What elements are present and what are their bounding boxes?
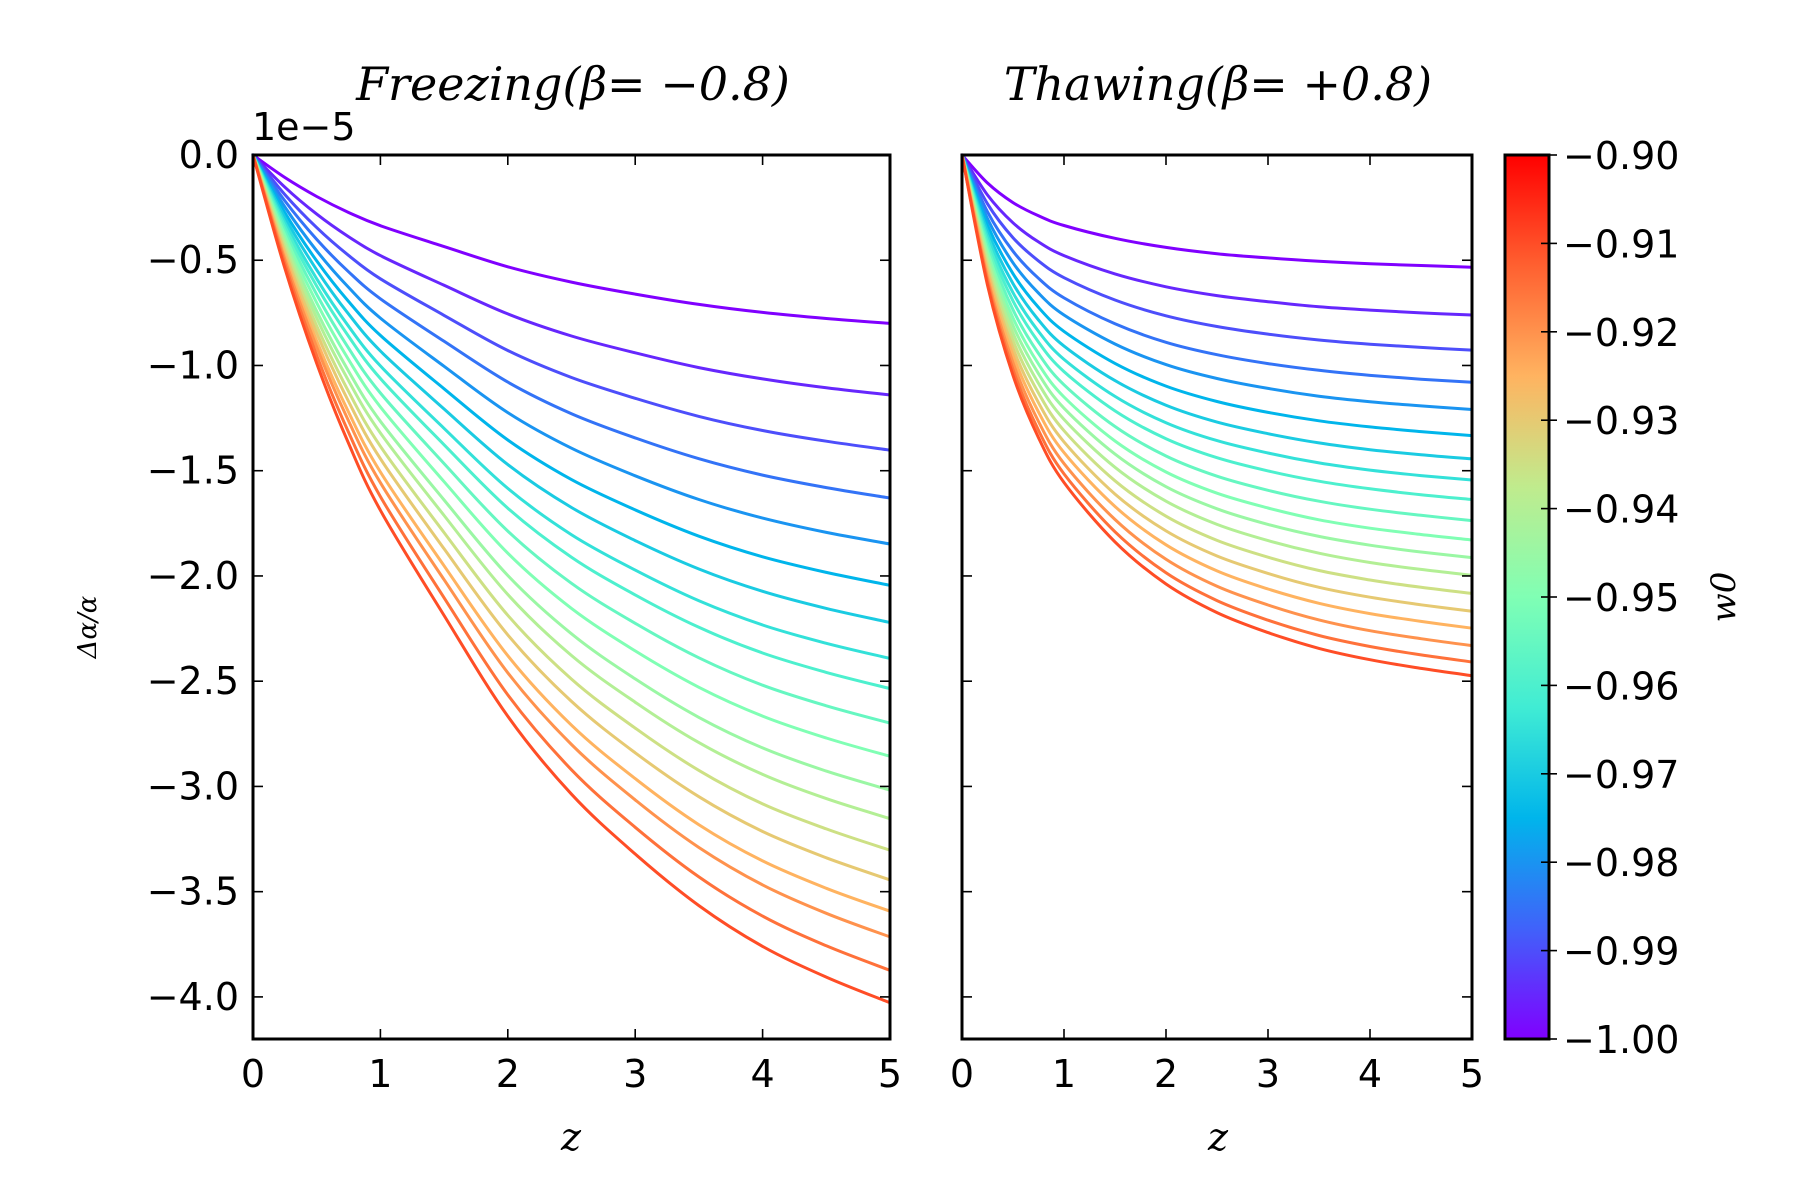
left-series-line xyxy=(251,153,892,397)
colorbar-ticks: −0.90 −0.91 −0.92 −0.93 −0.94 −0.95 −0.96 −0.97… xyxy=(1541,134,1679,1062)
right-series-line xyxy=(960,153,1474,269)
y-tick-label: 0.0 xyxy=(179,133,239,177)
right-series-line xyxy=(960,153,1474,482)
left-series-line xyxy=(251,153,892,546)
left-series-line xyxy=(251,153,892,325)
left-y-ticks: 0.0 −0.5 −1.0 −1.5 −2.0 −2.5 −3.0 −3.5 −4.0 xyxy=(147,133,890,1019)
left-x-tick-label: 3 xyxy=(623,1052,647,1096)
left-panel: Freezing(β= −0.8) 1e−5 0 1 2 3 4 5 0.0 −0.5 −1.… xyxy=(73,57,902,1159)
right-plot-frame xyxy=(960,153,1474,1041)
left-series-line xyxy=(251,153,892,660)
right-series-line xyxy=(960,153,1474,630)
colorbar-tick-label: −0.92 xyxy=(1563,311,1679,355)
y-axis-label: Δα/α xyxy=(73,595,103,659)
y-tick-label: −2.5 xyxy=(147,659,239,703)
colorbar-tick-label: −0.91 xyxy=(1563,222,1679,266)
left-series-line xyxy=(251,153,892,758)
right-curves xyxy=(960,153,1474,678)
colorbar-label: w0 xyxy=(1704,572,1744,623)
left-plot-frame xyxy=(251,153,892,1041)
left-series-line xyxy=(251,153,892,821)
left-series-line xyxy=(251,153,892,852)
left-x-tick-label: 5 xyxy=(878,1052,902,1096)
y-tick-label: −1.5 xyxy=(147,449,239,493)
y-axis-label-text: Δα/α xyxy=(73,595,103,659)
y-offset-text: 1e−5 xyxy=(252,105,356,149)
right-x-ticks: 0 1 2 3 4 5 xyxy=(950,155,1484,1096)
right-x-tick-label: 1 xyxy=(1052,1052,1076,1096)
left-title: Freezing(β= −0.8) xyxy=(355,57,790,111)
left-series-line xyxy=(251,153,892,725)
right-series-line xyxy=(960,153,1474,595)
colorbar-tick-label: −0.99 xyxy=(1563,930,1679,974)
left-x-tick-label: 4 xyxy=(751,1052,775,1096)
right-series-line xyxy=(960,153,1474,317)
right-series-line xyxy=(960,153,1474,613)
left-series-line xyxy=(251,153,892,972)
right-series-line xyxy=(960,153,1474,438)
right-series-line xyxy=(960,153,1474,542)
right-series-line xyxy=(960,153,1474,577)
right-series-line xyxy=(960,153,1474,411)
right-x-tick-label: 5 xyxy=(1460,1052,1484,1096)
right-x-tick-label: 3 xyxy=(1256,1052,1280,1096)
left-series-line xyxy=(251,153,892,913)
colorbar-tick-label: −0.94 xyxy=(1563,488,1679,532)
left-series-line xyxy=(251,153,892,1005)
right-series-line xyxy=(960,153,1474,461)
left-series-line xyxy=(251,153,892,691)
left-series-line xyxy=(251,153,892,500)
y-tick-label: −2.0 xyxy=(147,554,239,598)
left-series-line xyxy=(251,153,892,624)
colorbar-tick-label: −0.98 xyxy=(1563,841,1679,885)
right-series-line xyxy=(960,153,1474,560)
colorbar-tick-label: −0.93 xyxy=(1563,399,1679,443)
left-x-tick-label: 2 xyxy=(496,1052,520,1096)
colorbar-tick-label: −1.00 xyxy=(1563,1018,1679,1062)
y-tick-label: −1.0 xyxy=(147,343,239,387)
right-x-axis-label: z xyxy=(1207,1115,1229,1159)
right-series-line xyxy=(960,153,1474,678)
right-series-line xyxy=(960,153,1474,501)
right-series-line xyxy=(960,153,1474,384)
colorbar-tick-label: −0.96 xyxy=(1563,664,1679,708)
right-title: Thawing(β= +0.8) xyxy=(1004,57,1432,111)
left-series-line xyxy=(251,153,892,587)
colorbar-tick-label: −0.95 xyxy=(1563,576,1679,620)
left-series-line xyxy=(251,153,892,882)
y-tick-label: −4.0 xyxy=(147,975,239,1019)
y-tick-label: −3.5 xyxy=(147,870,239,914)
right-x-tick-label: 2 xyxy=(1154,1052,1178,1096)
right-series-line xyxy=(960,153,1474,352)
colorbar-tick-label: −0.90 xyxy=(1563,134,1679,178)
right-series-line xyxy=(960,153,1474,523)
left-series-line xyxy=(251,153,892,939)
right-series-line xyxy=(960,153,1474,648)
left-curves xyxy=(251,153,892,1005)
colorbar-tick-label: −0.97 xyxy=(1563,753,1679,797)
left-x-tick-label: 0 xyxy=(241,1052,265,1096)
right-y-ticks xyxy=(962,154,1472,998)
left-series-line xyxy=(251,153,892,792)
y-tick-label: −3.0 xyxy=(147,764,239,808)
colorbar: −0.90 −0.91 −0.92 −0.93 −0.94 −0.95 −0.96 −0.97… xyxy=(1503,134,1744,1062)
left-x-axis-label: z xyxy=(560,1115,582,1159)
left-x-ticks: 0 1 2 3 4 5 xyxy=(241,155,902,1096)
left-x-tick-label: 1 xyxy=(368,1052,392,1096)
right-x-tick-label: 4 xyxy=(1358,1052,1382,1096)
left-series-line xyxy=(251,153,892,452)
y-tick-label: −0.5 xyxy=(147,238,239,282)
right-x-tick-label: 0 xyxy=(950,1052,974,1096)
right-panel: Thawing(β= +0.8) 0 1 2 3 4 5 z xyxy=(950,57,1484,1159)
